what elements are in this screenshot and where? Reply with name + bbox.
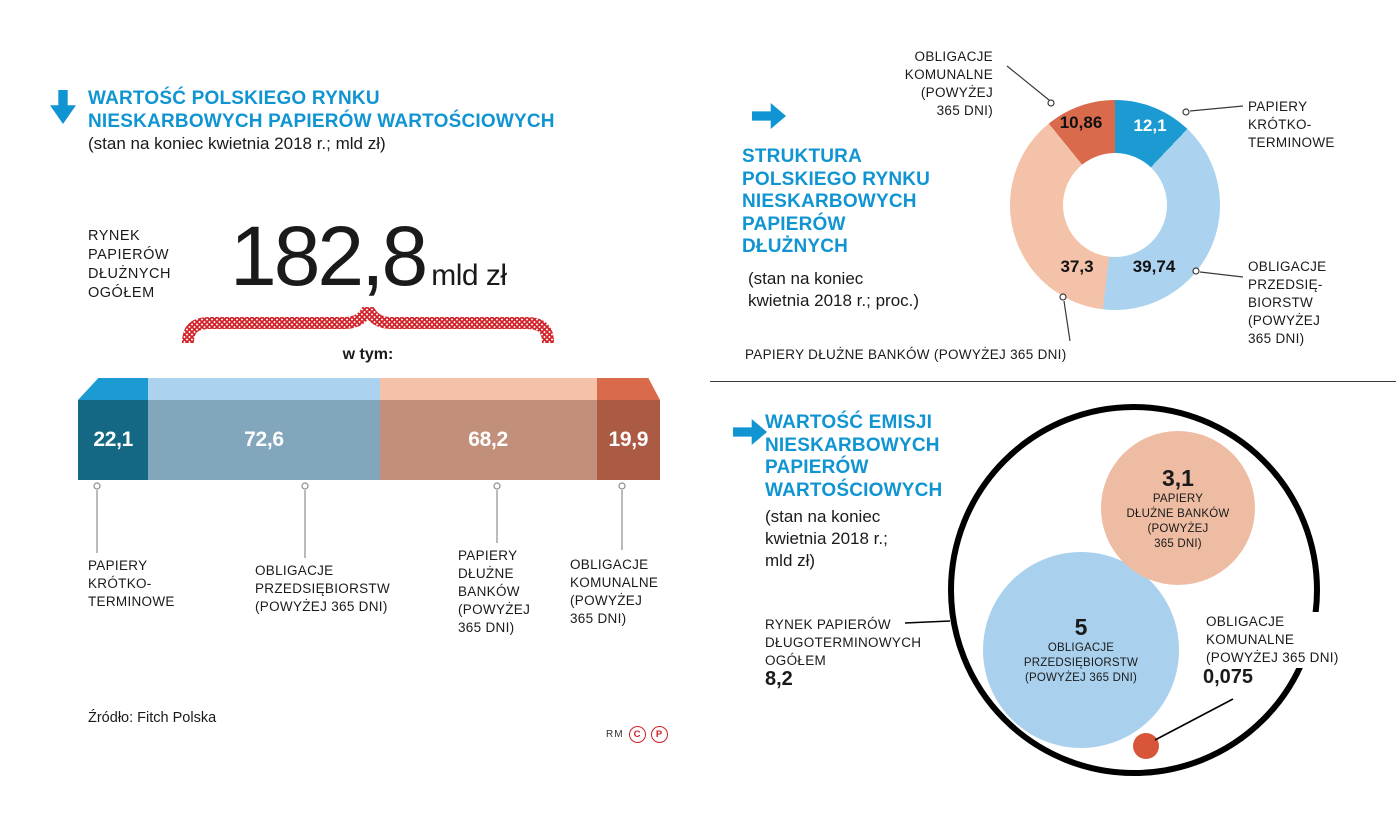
bar-label-krotkoterminowe: PAPIERY KRÓTKO- TERMINOWE [88, 558, 175, 609]
bar-top-segment-komunalne [596, 378, 660, 400]
outer-circle-value: 8,2 [765, 668, 793, 690]
bar-segment-komunalne: 19,9 [596, 400, 660, 480]
breakdown-label: w tym: [342, 346, 394, 363]
bar-value-bankow: 68,2 [468, 428, 508, 451]
bar-value-komunalne: 19,9 [608, 428, 649, 451]
bar-value-krotkoterminowe: 22,1 [93, 428, 134, 451]
total-market-value: 182,8 mld zł [230, 214, 507, 298]
section-title-emission: WARTOŚĆ EMISJI NIESKARBOWYCH PAPIERÓW WA… [765, 412, 943, 501]
bubble-label-komunalne: OBLIGACJE KOMUNALNE (POWYŻEJ 365 DNI) [1203, 612, 1342, 668]
total-value-number: 182,8 [230, 209, 428, 303]
section-title-structure: STRUKTURA POLSKIEGO RYNKU NIESKARBOWYCH … [742, 146, 931, 257]
total-market-label: RYNEK PAPIERÓW DŁUŻNYCH OGÓŁEM [88, 228, 171, 301]
arrow-right-icon-emission [733, 419, 767, 445]
section-subtitle-market-value: (stan na koniec kwietnia 2018 r.; mld zł… [88, 134, 386, 153]
donut-value-krotkoterminowe: 12,1 [1133, 116, 1167, 135]
donut-label-przedsiebiorstw: OBLIGACJE PRZEDSIĘ- BIORSTW (POWYŻEJ 365… [1248, 259, 1327, 346]
bubble-value-komunalne: 0,075 [1203, 666, 1254, 688]
bubble-label-przedsiebiorstw: OBLIGACJE PRZEDSIĘBIORSTW (POWYŻEJ 365 D… [1023, 642, 1139, 684]
donut-value-przedsiebiorstw: 39,74 [1132, 257, 1176, 276]
bar-value-przedsiebiorstw: 72,6 [244, 428, 284, 451]
rm-mark: RM [606, 729, 624, 740]
section-subtitle-structure: (stan na koniec kwietnia 2018 r.; proc.) [748, 269, 920, 310]
bubble-value-bankow: 3,1 [1162, 464, 1194, 491]
stacked-bar: 22,1 72,6 68,2 19,9 [78, 400, 660, 480]
donut-ring [1010, 100, 1220, 310]
bar-label-bankow: PAPIERY DŁUŻNE BANKÓW (POWYŻEJ 365 DNI) [458, 548, 531, 635]
source-credit: Źródło: Fitch Polska [88, 710, 217, 726]
section-subtitle-emission: (stan na koniec kwietnia 2018 r.; mld zł… [765, 507, 888, 570]
brace-path [182, 307, 554, 344]
donut-value-komunalne: 10,86 [1059, 113, 1103, 132]
bar-top-segment-krotkoterminowe [78, 378, 149, 400]
section-title-market-value: WARTOŚĆ POLSKIEGO RYNKU NIESKARBOWYCH PA… [88, 88, 555, 132]
bubble-value-przedsiebiorstw: 5 [1074, 614, 1088, 640]
donut-label-krotkoterminowe: PAPIERY KRÓTKO- TERMINOWE [1248, 99, 1335, 150]
bar-segment-bankow: 68,2 [379, 400, 597, 480]
bar-label-przedsiebiorstw: OBLIGACJE PRZEDSIĘBIORSTW (POWYŻEJ 365 D… [255, 563, 391, 614]
arrow-right-icon-structure [752, 103, 786, 129]
rights-badges: RM C P [606, 726, 668, 743]
donut-label-komunalne: OBLIGACJE KOMUNALNE (POWYŻEJ 365 DNI) [904, 49, 993, 118]
bubble-label-bankow: PAPIERY DŁUŻNE BANKÓW (POWYŻEJ 365 DNI) [1126, 492, 1230, 550]
total-value-unit: mld zł [431, 259, 507, 292]
bubble-przedsiebiorstw: 5 OBLIGACJE PRZEDSIĘBIORSTW (POWYŻEJ 365… [983, 552, 1179, 748]
donut-value-bankow: 37,3 [1060, 257, 1094, 276]
brace-decoration [182, 307, 554, 344]
bar-top-segment-przedsiebiorstw [148, 378, 380, 400]
outer-circle-label: RYNEK PAPIERÓW DŁUGOTERMINOWYCH OGÓŁEM [765, 617, 922, 668]
outer-market-circle [948, 404, 1320, 776]
arrow-down-icon [50, 90, 76, 124]
donut-label-bankow: PAPIERY DŁUŻNE BANKÓW (POWYŻEJ 365 DNI) [745, 347, 1067, 362]
stacked-bar-top-face [78, 378, 660, 400]
bar-segment-przedsiebiorstw: 72,6 [148, 400, 380, 480]
bubble-komunalne [1133, 733, 1159, 759]
bar-label-komunalne: OBLIGACJE KOMUNALNE (POWYŻEJ 365 DNI) [570, 557, 659, 626]
phonogram-icon: P [650, 726, 668, 743]
bar-top-segment-bankow [379, 378, 597, 400]
copyright-icon: C [628, 726, 646, 743]
section-divider [710, 381, 1396, 382]
bubble-bankow: 3,1 PAPIERY DŁUŻNE BANKÓW (POWYŻEJ 365 D… [1101, 431, 1255, 585]
bar-segment-krotkoterminowe: 22,1 [78, 400, 149, 480]
